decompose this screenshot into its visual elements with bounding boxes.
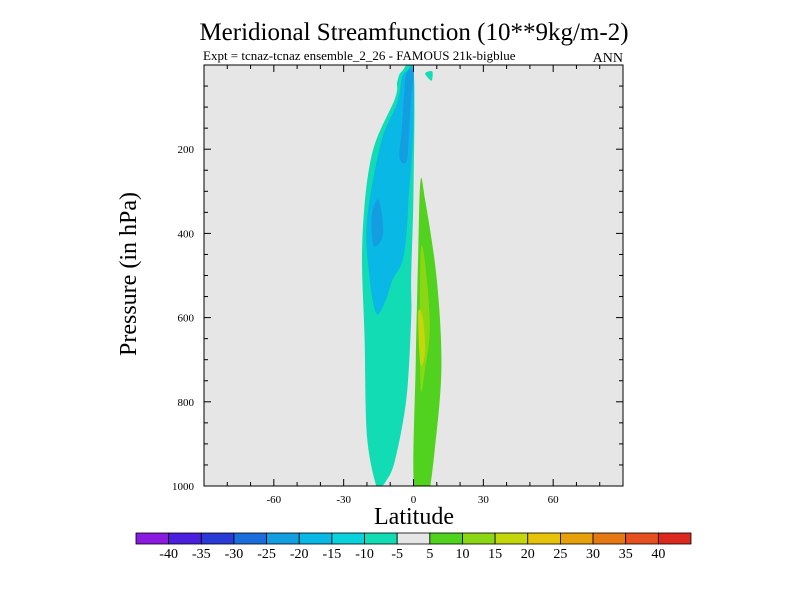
y-axis-ticks: 200 400 600 800 1000 — [172, 144, 623, 493]
x-tick-label: 0 — [411, 494, 417, 506]
colorbar-swatch — [625, 532, 659, 545]
colorbar-swatch — [560, 532, 594, 545]
minor-ticks — [203, 65, 624, 486]
colorbar-tick-label: -35 — [192, 547, 211, 562]
contour-region-negative-cell-center-2 — [371, 199, 384, 247]
x-tick-label: -30 — [336, 494, 351, 506]
colorbar-tick-label: -10 — [355, 547, 374, 562]
x-tick-label: 30 — [478, 494, 490, 506]
colorbar-swatch — [266, 532, 300, 545]
contour-region-upper-negative-lobe — [425, 70, 433, 81]
y-tick-label: 800 — [178, 397, 195, 409]
colorbar-swatch — [364, 532, 398, 545]
colorbar-swatch — [462, 532, 496, 545]
colorbar-tick-label: -25 — [257, 547, 276, 562]
colorbar-swatch — [135, 532, 170, 545]
colorbar-swatch — [396, 532, 431, 545]
colorbar-swatch — [168, 532, 202, 545]
colorbar-swatch — [200, 532, 235, 545]
y-axis-title: Pressure (in hPa) — [116, 192, 142, 356]
colorbar-tick-label: 20 — [521, 547, 535, 562]
plot-area: -60 -30 0 30 60 200 400 600 800 1000 — [172, 64, 624, 506]
season-label: ANN — [593, 51, 623, 66]
colorbar-swatch — [429, 532, 463, 545]
x-tick-label: -60 — [266, 494, 281, 506]
x-axis-title: Latitude — [374, 504, 454, 530]
colorbar-tick-label: -15 — [323, 547, 342, 562]
y-tick-label: 1000 — [172, 481, 195, 493]
y-tick-label: 200 — [178, 144, 195, 156]
colorbar-swatch — [527, 532, 561, 545]
colorbar-swatch — [657, 532, 692, 545]
y-tick-label: 600 — [178, 313, 195, 325]
contour-region-positive-cell-center — [418, 309, 426, 366]
colorbar-tick-label: 30 — [586, 547, 600, 562]
contour-fills — [362, 65, 442, 486]
x-tick-label: 60 — [548, 494, 560, 506]
x-axis-ticks: -60 -30 0 30 60 — [266, 65, 559, 506]
chart-title: Meridional Streamfunction (10**9kg/m-2) — [199, 19, 628, 46]
colorbar-swatch — [592, 532, 627, 545]
colorbar-swatch — [331, 532, 365, 545]
colorbar-tick-label: 35 — [619, 547, 633, 562]
colorbar-swatch — [233, 532, 267, 545]
y-tick-label: 400 — [178, 228, 195, 240]
colorbar: -40 -35 -30 -25 -20 -15 -10 -5 5 10 15 20 25 30 35 40 — [135, 532, 692, 562]
colorbar-tick-label: 25 — [553, 547, 567, 562]
colorbar-tick-label: -20 — [290, 547, 309, 562]
colorbar-tick-label: -5 — [391, 547, 403, 562]
contour-region-negative-cell-center — [399, 69, 414, 164]
colorbar-swatch — [494, 532, 529, 545]
colorbar-tick-label: 5 — [426, 547, 433, 562]
colorbar-tick-label: -40 — [159, 547, 178, 562]
colorbar-tick-label: 40 — [651, 547, 665, 562]
colorbar-tick-label: 10 — [455, 547, 469, 562]
colorbar-tick-label: -30 — [225, 547, 244, 562]
colorbar-tick-label: 15 — [488, 547, 502, 562]
colorbar-swatch — [298, 532, 333, 545]
chart-subtitle: Expt = tcnaz-tcnaz ensemble_2_26 - FAMOU… — [203, 48, 516, 63]
